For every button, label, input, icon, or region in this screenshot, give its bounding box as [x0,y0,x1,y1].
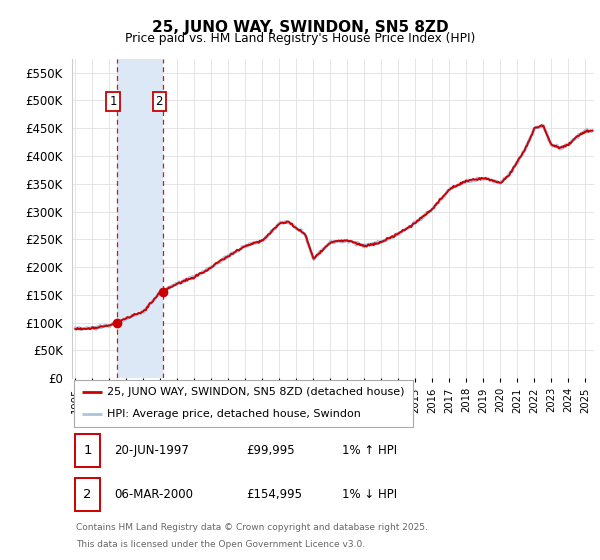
Text: £154,995: £154,995 [246,488,302,501]
Text: 1% ↑ HPI: 1% ↑ HPI [342,444,397,457]
Text: 25, JUNO WAY, SWINDON, SN5 8ZD (detached house): 25, JUNO WAY, SWINDON, SN5 8ZD (detached… [107,387,404,397]
Text: 06-MAR-2000: 06-MAR-2000 [114,488,193,501]
Text: HPI: Average price, detached house, Swindon: HPI: Average price, detached house, Swin… [107,409,361,419]
FancyBboxPatch shape [76,478,100,511]
Text: This data is licensed under the Open Government Licence v3.0.: This data is licensed under the Open Gov… [76,540,365,549]
Text: 2: 2 [83,488,92,501]
FancyBboxPatch shape [76,433,100,467]
Text: 25, JUNO WAY, SWINDON, SN5 8ZD: 25, JUNO WAY, SWINDON, SN5 8ZD [152,20,448,35]
Text: 1: 1 [83,444,92,457]
FancyBboxPatch shape [74,380,413,427]
Text: 1: 1 [109,95,117,108]
Text: 2: 2 [155,95,163,108]
Text: Contains HM Land Registry data © Crown copyright and database right 2025.: Contains HM Land Registry data © Crown c… [76,523,428,532]
Text: 20-JUN-1997: 20-JUN-1997 [114,444,188,457]
Bar [118,59,163,378]
Text: 1% ↓ HPI: 1% ↓ HPI [342,488,397,501]
Text: Price paid vs. HM Land Registry's House Price Index (HPI): Price paid vs. HM Land Registry's House … [125,32,475,45]
Text: £99,995: £99,995 [246,444,295,457]
